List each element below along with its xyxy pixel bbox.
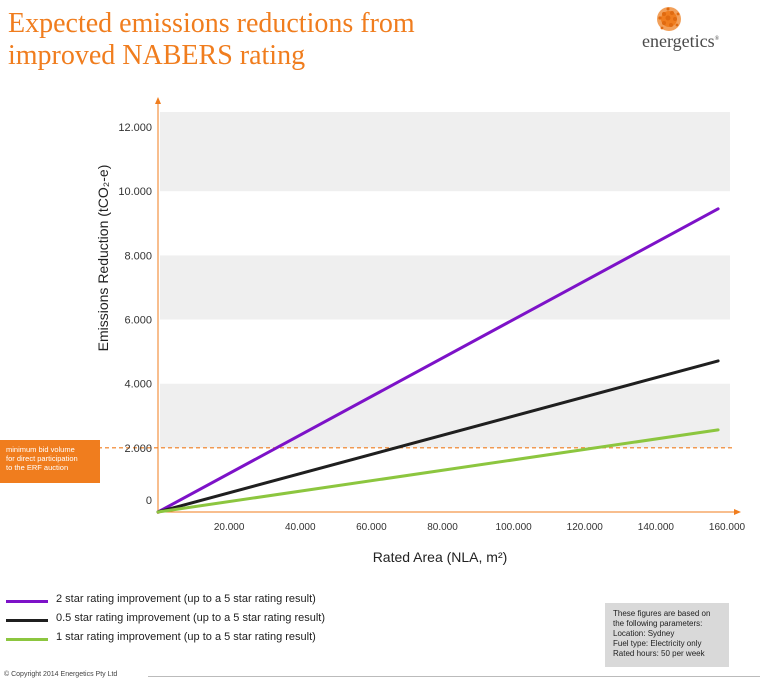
x-tick-labels: 20.000 40.000 60.000 80.000 100.000 120.000 14… <box>214 522 746 533</box>
footer-divider <box>148 676 760 677</box>
legend-label: 0.5 star rating improvement (up to a 5 s… <box>56 612 326 624</box>
grid-band <box>160 383 730 448</box>
page-title: Expected emissions reductions from impro… <box>8 8 528 72</box>
x-tick-label: 40.000 <box>285 522 316 533</box>
x-tick-label: 80.000 <box>427 522 458 533</box>
x-tick-label: 140.000 <box>638 522 675 533</box>
parameters-note: These figures are based on the following… <box>605 603 729 667</box>
legend-swatch <box>6 619 48 622</box>
reference-callout: minimum bid volume for direct participat… <box>0 440 100 483</box>
callout-line-1: minimum bid volume <box>6 445 75 454</box>
grid-band <box>160 127 730 192</box>
x-tick-label: 100.000 <box>496 522 533 533</box>
params-line-4: Fuel type: Electricity only <box>613 639 702 648</box>
energetics-logo: energetics® <box>628 4 732 54</box>
y-tick-label: 2.000 <box>124 443 152 455</box>
brand-text: energetics <box>642 31 715 51</box>
brand-name: energetics® <box>642 31 719 52</box>
series-line-1 <box>156 359 720 514</box>
x-axis-arrow <box>734 509 741 515</box>
params-line-3: Location: Sydney <box>613 629 675 638</box>
x-axis-label: Rated Area (NLA, m²) <box>373 549 508 565</box>
y-tick-label: 8.000 <box>124 250 152 262</box>
legend-swatch <box>6 600 48 603</box>
legend-swatch <box>6 638 48 641</box>
series-line-2 <box>156 428 720 514</box>
x-tick-label: 160.000 <box>709 522 746 533</box>
grid-band <box>160 255 730 320</box>
y-tick-label: 10.000 <box>118 186 152 198</box>
grid-bands <box>160 112 730 512</box>
title-line-2: improved NABERS rating <box>8 40 306 71</box>
callout-line-2: for direct participation <box>6 454 78 463</box>
grid-band <box>160 447 730 512</box>
emissions-chart: 0 2.000 4.000 6.000 8.000 10.000 12.000 20.000… <box>0 97 746 565</box>
logo-mark-icon <box>657 7 681 31</box>
x-tick-label: 60.000 <box>356 522 387 533</box>
params-line-2: the following parameters: <box>613 619 703 628</box>
grid-band <box>160 191 730 256</box>
title-line-1: Expected emissions reductions from <box>8 8 415 39</box>
params-line-1: These figures are based on <box>613 609 711 618</box>
y-tick-label: 4.000 <box>124 379 152 391</box>
legend-label: 2 star rating improvement (up to a 5 sta… <box>56 593 316 605</box>
y-axis-arrow <box>155 97 161 104</box>
y-tick-labels: 0 2.000 4.000 6.000 8.000 10.000 12.000 <box>118 122 152 507</box>
series-lines <box>156 207 720 514</box>
y-axis-label: Emissions Reduction (tCO₂-e) <box>95 165 111 352</box>
x-tick-label: 120.000 <box>567 522 604 533</box>
y-tick-label: 0 <box>146 495 152 507</box>
params-line-5: Rated hours: 50 per week <box>613 649 705 658</box>
legend-label: 1 star rating improvement (up to a 5 sta… <box>56 631 316 643</box>
callout-line-3: to the ERF auction <box>6 463 69 472</box>
y-tick-label: 6.000 <box>124 315 152 327</box>
grid-band <box>160 319 730 384</box>
x-tick-label: 20.000 <box>214 522 245 533</box>
series-line-0 <box>156 207 720 514</box>
brand-registered-mark: ® <box>714 36 720 42</box>
grid-band <box>160 112 730 127</box>
copyright: © Copyright 2014 Energetics Pty Ltd <box>4 671 118 678</box>
y-tick-label: 12.000 <box>118 122 152 134</box>
